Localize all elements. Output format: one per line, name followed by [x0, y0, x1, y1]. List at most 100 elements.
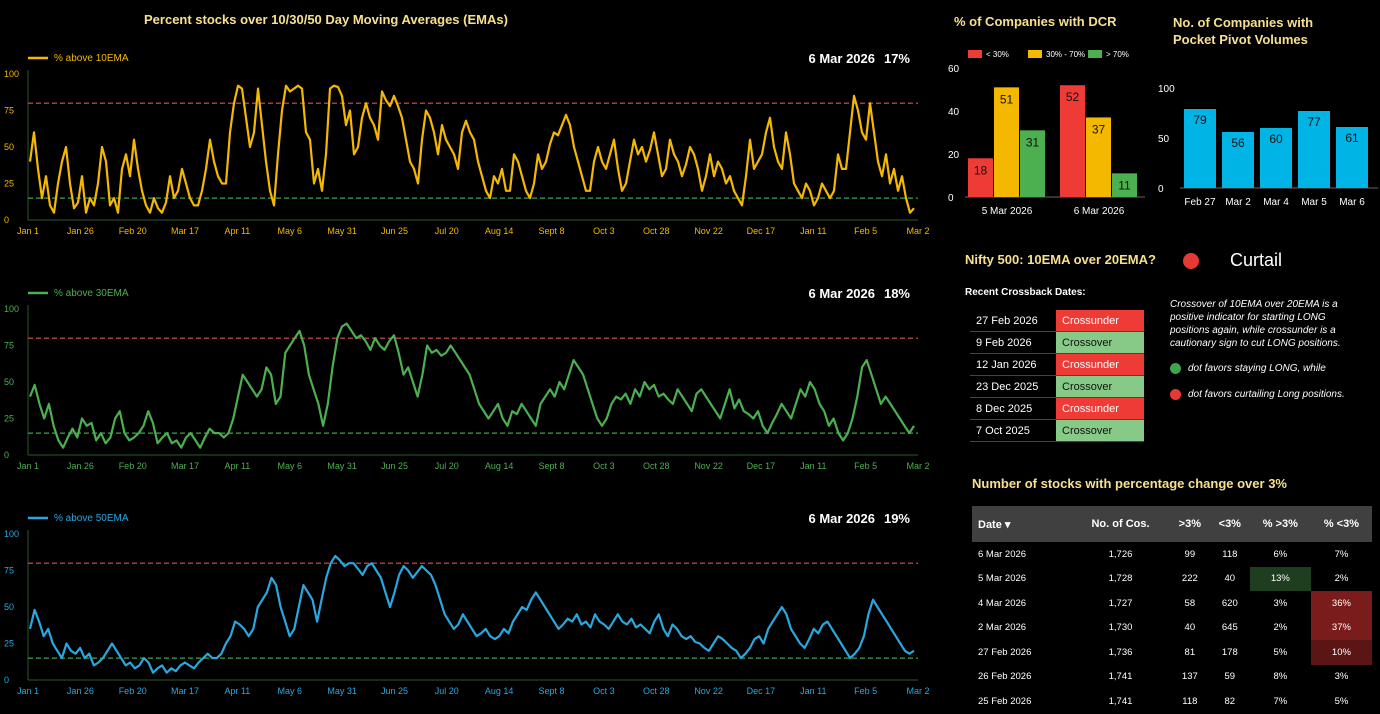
- table-cell: 1,741: [1108, 695, 1133, 707]
- y-tick-label: 75: [4, 106, 14, 116]
- x-tick-label: Feb 5: [854, 226, 877, 236]
- legend-swatch: [968, 50, 982, 58]
- crossback-date: 7 Oct 2025: [970, 419, 1056, 442]
- x-tick-label: Feb 20: [119, 686, 147, 696]
- crossback-date: 23 Dec 2025: [970, 375, 1056, 398]
- legend-label: % above 50EMA: [54, 513, 129, 524]
- legend-label: > 70%: [1106, 50, 1129, 59]
- y-tick-label: 100: [4, 304, 19, 314]
- crossback-row: 27 Feb 2026 Crossunder: [970, 310, 1144, 332]
- x-tick-label: May 31: [327, 226, 357, 236]
- table-cell: 1,736: [1108, 646, 1133, 658]
- table-row: 25 Feb 2026 1,741 118 82 7% 5%: [972, 689, 1372, 714]
- table-cell: 13%: [1249, 566, 1311, 591]
- pocket-title-line2: Pocket Pivot Volumes: [1173, 32, 1308, 47]
- x-tick-label: Mar 5: [1301, 197, 1327, 208]
- table-cell: 1,727: [1108, 597, 1133, 609]
- y-tick-label: 50: [1158, 134, 1170, 145]
- x-tick-label: May 31: [327, 686, 357, 696]
- y-tick-label: 100: [4, 69, 19, 79]
- data-label: 51: [1000, 92, 1014, 106]
- y-tick-label: 25: [4, 179, 14, 189]
- table-row: 6 Mar 2026 1,726 99 118 6% 7%: [972, 542, 1372, 567]
- table-cell: 36%: [1310, 591, 1372, 616]
- data-label: 11: [1118, 178, 1131, 192]
- x-tick-label: Mar 2: [906, 686, 929, 696]
- series-line: [28, 84, 915, 214]
- table-cell: 7%: [1334, 548, 1349, 560]
- nifty-title: Nifty 500: 10EMA over 20EMA?: [965, 252, 1156, 267]
- table-cell: 82: [1224, 695, 1236, 707]
- crossover-note: Crossover of 10EMA over 20EMA is a posit…: [1170, 299, 1341, 349]
- y-tick-label: 75: [4, 341, 14, 351]
- bar: [1184, 109, 1216, 188]
- x-tick-label: 6 Mar 2026: [1074, 206, 1125, 217]
- data-label: 31: [1026, 135, 1040, 149]
- x-tick-label: Mar 17: [171, 226, 199, 236]
- y-tick-label: 60: [948, 64, 960, 75]
- x-tick-label: Jan 11: [800, 226, 826, 236]
- column-header: % >3%: [1249, 506, 1311, 542]
- x-tick-label: May 6: [278, 686, 303, 696]
- latest-date: 6 Mar 2026: [809, 51, 876, 66]
- green-dot-icon: [1170, 363, 1181, 374]
- bar: [968, 158, 993, 197]
- crossback-row: 12 Jan 2026 Crossunder: [970, 353, 1144, 376]
- x-tick-label: Jul 20: [435, 226, 459, 236]
- crossback-signal: Crossunder: [1056, 310, 1144, 332]
- x-tick-label: Nov 22: [694, 461, 723, 471]
- x-tick-label: Jan 26: [67, 226, 94, 236]
- table-cell: 1,728: [1108, 573, 1133, 585]
- table-cell: 25 Feb 2026: [978, 695, 1032, 707]
- table-cell: 99: [1184, 548, 1196, 560]
- x-tick-label: Sept 8: [539, 461, 565, 471]
- table-cell: 620: [1221, 597, 1238, 609]
- table-cell: 27 Feb 2026: [978, 646, 1032, 658]
- crossback-signal: Crossunder: [1056, 397, 1144, 420]
- table-cell: 645: [1221, 622, 1238, 634]
- table-cell: 6%: [1273, 548, 1288, 560]
- data-label: 79: [1193, 113, 1207, 127]
- pct-change-table: Date ▾ No. of Cos. >3% <3%% >3%% <3% 6 Mar …: [972, 506, 1372, 714]
- x-tick-label: Jan 26: [67, 461, 94, 471]
- data-label: 61: [1345, 131, 1359, 145]
- x-tick-label: Oct 3: [593, 686, 615, 696]
- y-tick-label: 100: [4, 529, 19, 539]
- table-cell: 5%: [1273, 646, 1288, 658]
- table-row: 5 Mar 2026 1,728 222 40 13% 2%: [972, 566, 1372, 591]
- table-cell: 118: [1222, 548, 1238, 560]
- table-cell: 40: [1184, 622, 1196, 634]
- x-tick-label: Jan 1: [17, 686, 39, 696]
- column-header[interactable]: Date ▾: [972, 506, 1072, 542]
- x-tick-label: Jan 26: [67, 686, 94, 696]
- x-tick-label: Jan 11: [800, 461, 826, 471]
- y-tick-label: 0: [4, 450, 9, 460]
- status-text: Curtail: [1230, 250, 1283, 270]
- crossback-row: 9 Feb 2026 Crossover: [970, 331, 1144, 354]
- crossback-date: 8 Dec 2025: [970, 397, 1056, 420]
- table-cell: 2 Mar 2026: [978, 622, 1027, 634]
- table-cell: 1,726: [1108, 548, 1133, 560]
- x-tick-label: Apr 11: [224, 686, 250, 696]
- y-tick-label: 0: [1158, 184, 1164, 195]
- x-tick-label: Jan 1: [17, 461, 39, 471]
- pocket-title-line1: No. of Companies with: [1173, 15, 1314, 30]
- legend-swatch: [1088, 50, 1102, 58]
- crossback-title: Recent Crossback Dates:: [965, 287, 1086, 298]
- bar: [994, 87, 1019, 197]
- y-tick-label: 50: [4, 377, 14, 387]
- x-tick-label: Jan 1: [17, 226, 39, 236]
- y-tick-label: 40: [948, 107, 960, 118]
- table-cell: 40: [1224, 573, 1236, 585]
- x-tick-label: Jul 20: [435, 686, 459, 696]
- x-tick-label: Feb 5: [854, 686, 877, 696]
- data-label: 77: [1307, 115, 1321, 129]
- x-tick-label: Mar 4: [1263, 197, 1289, 208]
- y-tick-label: 25: [4, 414, 14, 424]
- x-tick-label: Oct 3: [593, 461, 615, 471]
- x-tick-label: Mar 17: [171, 686, 199, 696]
- legend-label: % above 10EMA: [54, 53, 129, 64]
- column-header: % <3%: [1310, 506, 1372, 542]
- x-tick-label: Apr 11: [224, 226, 250, 236]
- column-header: <3%: [1209, 506, 1250, 542]
